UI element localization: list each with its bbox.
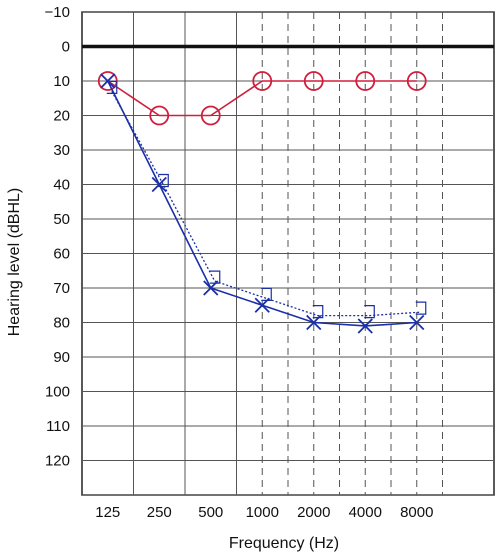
- y-tick-label: 60: [53, 246, 70, 263]
- y-tick-label: 80: [53, 315, 70, 332]
- y-tick-label: 100: [45, 384, 70, 401]
- y-axis-label: Hearing level (dBHL): [6, 188, 23, 337]
- x-tick-label: 4000: [349, 504, 382, 521]
- point-bracket: [261, 287, 272, 301]
- point-x: [151, 176, 167, 193]
- y-tick-label: 120: [45, 453, 70, 470]
- x-tick-label: 8000: [400, 504, 433, 521]
- x-tick-label: 1000: [246, 504, 279, 521]
- y-tick-label: 110: [46, 418, 70, 435]
- tick-labels: −10 0 10 20 30 40 50 60 70 80 90 100 110 120 125 250 500…: [45, 4, 434, 521]
- y-tick-label: 10: [53, 73, 70, 90]
- point-circle: [406, 71, 427, 91]
- y-tick-label: 20: [53, 108, 70, 125]
- series-2: [100, 73, 425, 334]
- point-x: [409, 314, 425, 331]
- point-bracket: [106, 80, 118, 94]
- y-tick-label: 50: [53, 211, 70, 228]
- x-tick-label: 500: [198, 504, 223, 521]
- point-circle: [149, 105, 170, 126]
- y-tick-label: 70: [53, 280, 70, 297]
- point-circle: [200, 105, 221, 126]
- point-circle: [303, 71, 324, 91]
- point-bracket: [415, 301, 427, 315]
- series-line: [107, 80, 417, 117]
- series-line: [111, 91, 421, 317]
- x-tick-label: 2000: [297, 504, 330, 521]
- series-group: [97, 71, 427, 334]
- point-bracket: [312, 305, 324, 319]
- point-x: [357, 318, 373, 334]
- y-tick-label: 90: [53, 349, 70, 366]
- point-bracket: [158, 173, 169, 188]
- y-tick-label: 0: [62, 39, 70, 56]
- point-bracket: [209, 270, 221, 284]
- x-axis-label: Frequency (Hz): [229, 535, 339, 552]
- y-tick-label: 40: [53, 177, 70, 194]
- point-circle: [252, 71, 273, 91]
- x-tick-label: 125: [95, 504, 120, 521]
- x-tick-label: 250: [147, 504, 172, 521]
- point-circle: [355, 71, 376, 91]
- point-bracket: [364, 305, 375, 319]
- series-3: [106, 80, 427, 319]
- y-tick-label: 30: [53, 142, 70, 159]
- y-tick-label: −10: [45, 4, 70, 21]
- grid: [81, 11, 495, 496]
